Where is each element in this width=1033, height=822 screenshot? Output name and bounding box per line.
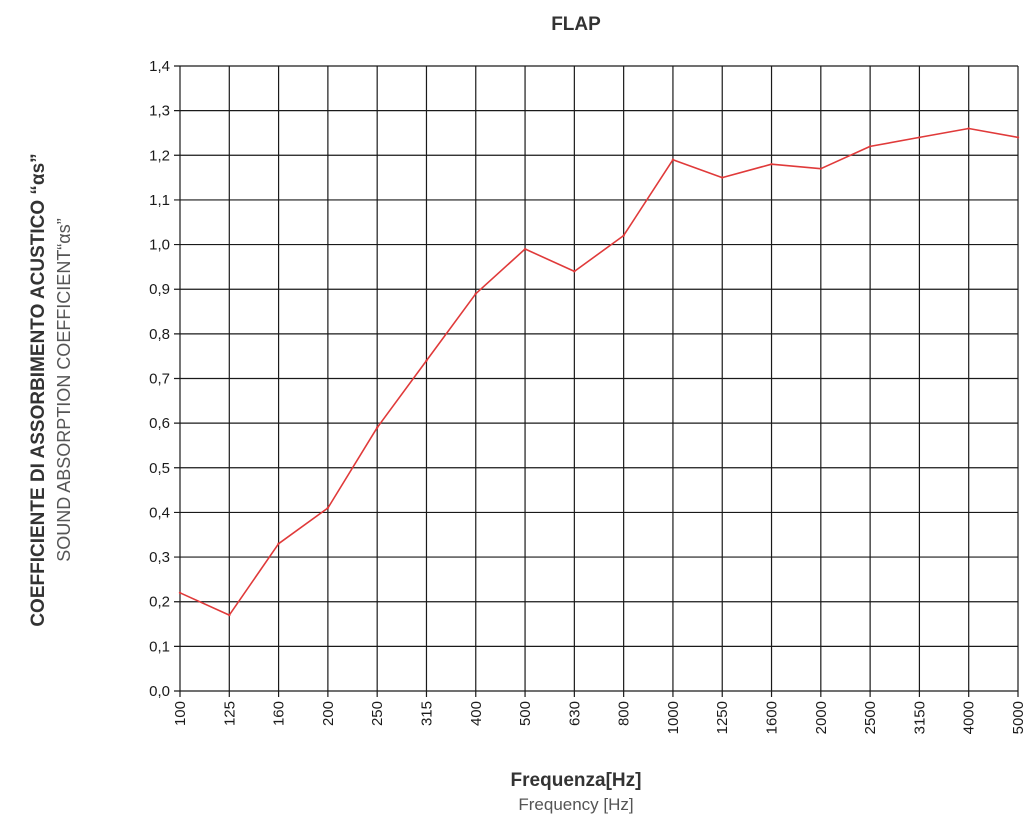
y-tick-label: 0,4 bbox=[149, 504, 170, 521]
x-tick-label: 1600 bbox=[764, 701, 781, 734]
x-tick-label: 630 bbox=[566, 701, 583, 726]
data-point bbox=[967, 127, 970, 130]
data-series bbox=[178, 127, 1020, 617]
chart-title: FLAP bbox=[551, 14, 601, 35]
y-tick-label: 0,6 bbox=[149, 415, 170, 432]
x-tick-label: 315 bbox=[418, 701, 435, 726]
series-line bbox=[179, 127, 1019, 616]
data-point bbox=[178, 591, 182, 594]
x-axis-ticks: 100 125 160 200 250 315 400 500 630 800 1000 1250 16… bbox=[172, 701, 1027, 734]
x-tick-label: 160 bbox=[271, 701, 288, 726]
y-tick-label: 1,3 bbox=[149, 103, 170, 120]
y-axis-ticks: 0,0 0,1 0,2 0,3 0,4 0,5 0,6 0,7 0,8 0,9 1,0 1,1 1,2 1… bbox=[149, 58, 170, 700]
x-tick-label: 2000 bbox=[813, 701, 830, 734]
data-point bbox=[770, 163, 773, 166]
y-tick-label: 0,9 bbox=[149, 281, 170, 298]
data-point bbox=[622, 234, 625, 237]
horizontal-gridlines bbox=[174, 65, 1018, 692]
data-point bbox=[523, 247, 527, 251]
data-point bbox=[721, 176, 724, 179]
data-point bbox=[671, 158, 675, 161]
data-point bbox=[277, 542, 280, 545]
x-tick-label: 3150 bbox=[911, 701, 928, 734]
x-tick-label: 4000 bbox=[961, 701, 978, 734]
x-axis-sublabel: Frequency [Hz] bbox=[518, 795, 633, 814]
x-tick-label: 1000 bbox=[665, 701, 682, 734]
data-point bbox=[868, 145, 872, 148]
y-tick-label: 0,2 bbox=[149, 594, 170, 611]
x-tick-label: 500 bbox=[517, 701, 534, 726]
x-tick-label: 250 bbox=[369, 701, 386, 726]
y-tick-label: 0,5 bbox=[149, 460, 170, 477]
x-axis-label: Frequenza[Hz] bbox=[511, 770, 642, 791]
data-point bbox=[474, 292, 477, 295]
y-tick-label: 0,1 bbox=[149, 638, 170, 655]
vertical-gridlines bbox=[179, 66, 1019, 697]
y-axis-sublabel: SOUND ABSORPTION COEFFICIENT“αs” bbox=[54, 218, 74, 561]
x-tick-label: 1250 bbox=[714, 701, 731, 734]
data-point bbox=[819, 167, 823, 170]
x-tick-label: 400 bbox=[468, 701, 485, 726]
x-tick-label: 2500 bbox=[862, 701, 879, 734]
x-tick-label: 5000 bbox=[1010, 701, 1027, 734]
data-point bbox=[918, 136, 921, 139]
y-axis-label: COEFFICIENTE DI ASSORBIMENTO ACUSTICO “α… bbox=[28, 153, 49, 626]
data-point bbox=[573, 270, 576, 273]
y-tick-label: 0,8 bbox=[149, 326, 170, 343]
x-tick-label: 200 bbox=[320, 701, 337, 726]
data-point bbox=[425, 359, 428, 362]
data-point bbox=[228, 613, 231, 617]
y-tick-label: 1,2 bbox=[149, 147, 170, 164]
x-tick-label: 800 bbox=[616, 701, 633, 726]
y-tick-label: 0,7 bbox=[149, 371, 170, 388]
y-tick-label: 0,0 bbox=[149, 683, 170, 700]
y-tick-label: 1,0 bbox=[149, 237, 170, 254]
y-tick-label: 0,3 bbox=[149, 549, 170, 566]
data-point bbox=[1016, 136, 1020, 139]
y-tick-label: 1,1 bbox=[149, 192, 170, 209]
y-tick-label: 1,4 bbox=[149, 58, 170, 75]
x-tick-label: 125 bbox=[221, 701, 238, 726]
data-point bbox=[375, 426, 379, 429]
x-tick-label: 100 bbox=[172, 701, 189, 726]
data-point bbox=[326, 506, 330, 510]
